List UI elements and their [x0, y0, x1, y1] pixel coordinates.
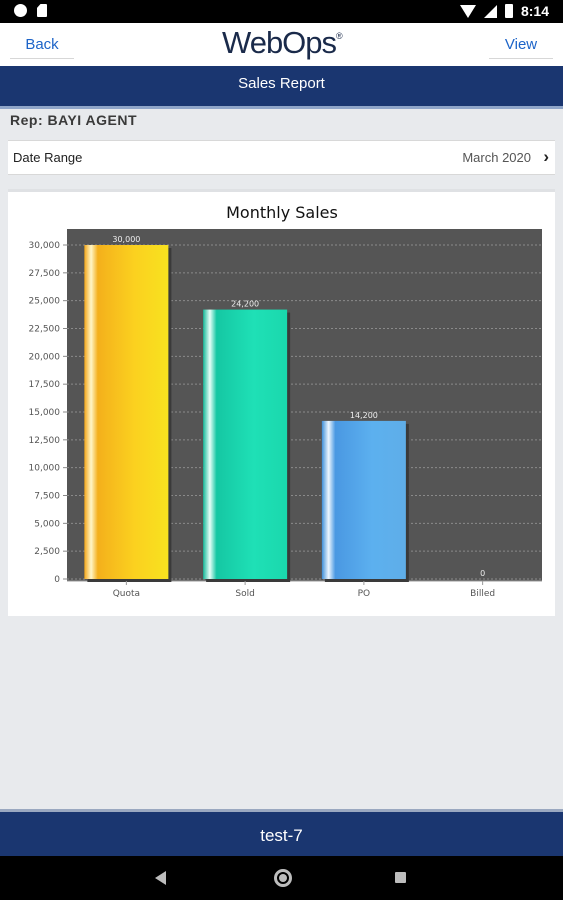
y-tick-label: 25,000 — [29, 297, 61, 307]
value-label: 24,200 — [231, 300, 259, 309]
y-tick-label: 27,500 — [29, 269, 61, 279]
value-label: 14,200 — [350, 411, 378, 420]
y-tick-label: 12,500 — [29, 436, 61, 446]
monthly-sales-chart: Monthly Sales 0 2,500 5,000 7,500 10,000 12,5… — [29, 203, 542, 599]
nav-home-icon[interactable] — [274, 869, 292, 887]
y-tick-label: 10,000 — [29, 464, 61, 474]
wifi-icon — [459, 4, 476, 18]
y-tick-label: 7,500 — [34, 492, 60, 502]
battery-icon — [504, 4, 513, 18]
y-tick-label: 22,500 — [29, 325, 61, 335]
y-tick-label: 17,500 — [29, 380, 61, 390]
page-title: Sales Report — [0, 68, 563, 109]
rep-label: Rep: BAYI AGENT — [10, 112, 138, 128]
y-tick-label: 30,000 — [29, 241, 61, 251]
app-header: Back WebOps® View — [0, 23, 563, 68]
nav-back-icon[interactable] — [155, 871, 166, 885]
date-range-value: March 2020 — [462, 150, 531, 165]
footer-bar: test-7 — [0, 809, 563, 859]
y-tick-label: 2,500 — [34, 547, 60, 557]
status-bar: 8:14 — [0, 0, 563, 23]
nav-recents-icon[interactable] — [395, 872, 406, 883]
logo-text: WebOps — [222, 25, 337, 60]
status-time: 8:14 — [520, 3, 549, 19]
sd-card-icon — [37, 4, 47, 17]
y-tick-label: 5,000 — [34, 519, 60, 529]
date-range-row[interactable]: Date Range March 2020 › — [8, 140, 555, 175]
back-button[interactable]: Back — [10, 32, 74, 59]
x-axis: Quota Sold PO Billed — [113, 581, 495, 599]
notification-icon — [14, 4, 27, 17]
value-label: 30,000 — [112, 235, 140, 244]
x-tick-label: Quota — [113, 589, 140, 599]
bar-sold — [203, 309, 288, 579]
value-label: 0 — [480, 569, 485, 578]
webops-logo: WebOps® — [222, 25, 343, 63]
x-tick-label: PO — [358, 589, 371, 599]
gridlines — [67, 244, 542, 582]
bar-quota — [84, 245, 169, 579]
view-button[interactable]: View — [489, 32, 553, 59]
chart-card: Monthly Sales 0 2,500 5,000 7,500 10,000 12,5… — [8, 189, 555, 616]
x-tick-label: Sold — [235, 589, 254, 599]
date-range-label: Date Range — [13, 150, 83, 165]
x-tick-label: Billed — [470, 589, 495, 599]
y-axis: 0 2,500 5,000 7,500 10,000 12,500 15,000 17,500… — [29, 241, 67, 585]
chart-title: Monthly Sales — [226, 203, 338, 222]
signal-icon — [483, 4, 497, 18]
android-nav-bar — [0, 856, 563, 900]
chevron-right-icon: › — [543, 147, 549, 166]
y-tick-label: 20,000 — [29, 352, 61, 362]
y-tick-label: 15,000 — [29, 408, 61, 418]
bars: 30,000 24,200 14,200 0 — [84, 235, 485, 582]
y-tick-label: 0 — [54, 575, 60, 585]
registered-mark: ® — [336, 31, 343, 41]
bar-po — [321, 420, 406, 579]
